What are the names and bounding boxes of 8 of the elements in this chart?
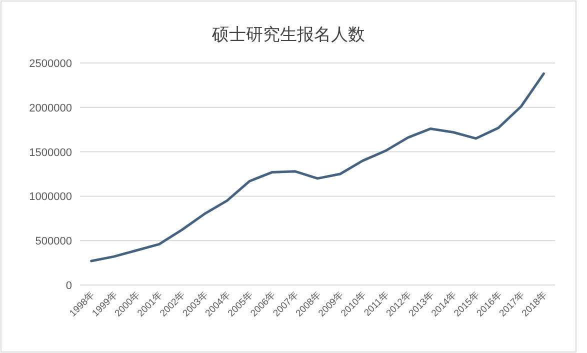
y-tick-label: 2000000 bbox=[29, 102, 72, 114]
chart-title: 硕士研究生报名人数 bbox=[211, 25, 365, 44]
y-tick-label: 0 bbox=[66, 280, 72, 292]
line-series bbox=[90, 72, 545, 262]
y-tick-label: 500000 bbox=[35, 236, 72, 248]
y-tick-label: 1500000 bbox=[29, 146, 72, 159]
y-tick-label: 1000000 bbox=[29, 191, 72, 204]
y-tick-label: 2500000 bbox=[29, 58, 72, 70]
